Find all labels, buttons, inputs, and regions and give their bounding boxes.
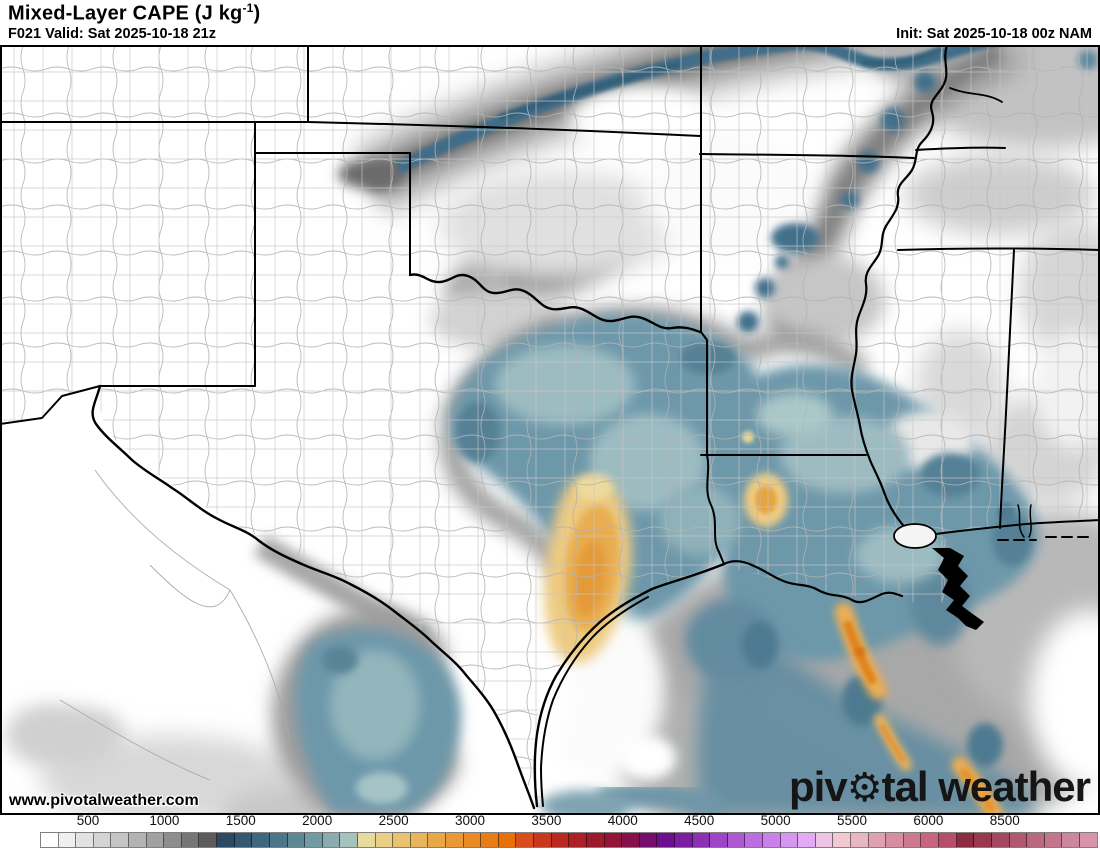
colorbar-segment — [991, 833, 1010, 847]
colorbar-segment — [498, 833, 517, 847]
colorbar-segment — [111, 833, 130, 847]
colorbar-segment — [569, 833, 587, 847]
colorbar-segment — [287, 833, 306, 847]
colorbar-segment — [393, 833, 411, 847]
colorbar-tick-labels: 500 1000 1500 2000 2500 3000 3500 4000 4500 5000 5… — [0, 813, 1100, 831]
watermark-url: www.pivotalweather.com — [9, 792, 199, 809]
colorbar-segment — [322, 833, 341, 847]
colorbar-segment — [604, 833, 623, 847]
colorbar-segment — [657, 833, 675, 847]
colorbar-segment — [956, 833, 975, 847]
colorbar-segment — [1062, 833, 1080, 847]
colorbar-segment — [446, 833, 464, 847]
colorbar-segment — [76, 833, 94, 847]
state-borders-layer — [0, 45, 1100, 810]
map-image — [0, 45, 1100, 815]
colorbar-tick-label: 3000 — [454, 813, 486, 828]
init-time-label: Init: Sat 2025-10-18 00z NAM — [896, 26, 1092, 42]
colorbar-segment — [851, 833, 869, 847]
colorbar-segment — [41, 833, 59, 847]
colorbar-segment — [939, 833, 957, 847]
colorbar-segment — [868, 833, 887, 847]
map-header: Mixed-Layer CAPE (J kg-1) F021 Valid: Sa… — [0, 0, 1100, 45]
colorbar-tick-label: 8500 — [989, 813, 1020, 828]
colorbar-segment — [639, 833, 658, 847]
colorbar-segment — [780, 833, 799, 847]
colorbar-segment — [710, 833, 728, 847]
colorbar-segment — [252, 833, 270, 847]
colorbar-segment — [921, 833, 940, 847]
colorbar — [40, 832, 1098, 848]
colorbar-segment — [410, 833, 429, 847]
colorbar-segment — [1079, 833, 1097, 847]
mexico-state-lines — [59, 469, 291, 781]
colorbar-segment — [305, 833, 323, 847]
colorbar-segment — [586, 833, 605, 847]
colorbar-segment — [375, 833, 394, 847]
colorbar-segment — [974, 833, 992, 847]
colorbar-segment — [1044, 833, 1063, 847]
colorbar-segment — [181, 833, 200, 847]
cape-map-svg — [0, 45, 1100, 815]
colorbar-tick-label: 2000 — [302, 813, 333, 828]
colorbar-segment — [146, 833, 165, 847]
colorbar-segment — [798, 833, 816, 847]
colorbar-segment — [674, 833, 693, 847]
colorbar-tick-label: 2500 — [378, 813, 409, 828]
colorbar-segment — [762, 833, 781, 847]
colorbar-segment — [534, 833, 552, 847]
gear-icon: ⚙ — [846, 766, 883, 810]
colorbar-segment — [886, 833, 904, 847]
valid-time-label: F021 Valid: Sat 2025-10-18 21z — [8, 26, 216, 42]
colorbar-tick-label: 1000 — [149, 813, 180, 828]
colorbar-segment — [551, 833, 570, 847]
colorbar-segment — [234, 833, 253, 847]
colorbar-segment — [58, 833, 77, 847]
colorbar-segment — [1009, 833, 1028, 847]
colorbar-tick-label: 3500 — [531, 813, 562, 828]
page-title: Mixed-Layer CAPE (J kg-1) — [8, 1, 261, 25]
colorbar-tick-label: 5500 — [836, 813, 868, 828]
colorbar-segment — [428, 833, 447, 847]
colorbar-segment — [357, 833, 376, 847]
colorbar-segment — [903, 833, 922, 847]
colorbar-segment — [93, 833, 112, 847]
colorbar-tick-label: 1500 — [225, 813, 256, 828]
colorbar-segment — [622, 833, 640, 847]
colorbar-tick-label: 5000 — [760, 813, 791, 828]
colorbar-segment — [727, 833, 746, 847]
colorbar-segment — [1027, 833, 1045, 847]
colorbar-segment — [745, 833, 763, 847]
colorbar-tick-label: 4500 — [684, 813, 715, 828]
colorbar-segment — [269, 833, 288, 847]
colorbar-segment — [129, 833, 147, 847]
colorbar-segment — [815, 833, 834, 847]
colorbar-tick-label: 500 — [76, 813, 100, 828]
colorbar-segment — [164, 833, 182, 847]
colorbar-segment — [340, 833, 358, 847]
pivotal-weather-logo: piv⚙tal weather — [789, 763, 1091, 811]
colorbar-segment — [199, 833, 218, 847]
colorbar-tick-label: 6000 — [913, 813, 944, 828]
colorbar-segment — [833, 833, 852, 847]
colorbar-segment — [692, 833, 711, 847]
colorbar-tick-label: 4000 — [607, 813, 638, 828]
colorbar-segment — [217, 833, 235, 847]
colorbar-segment — [516, 833, 535, 847]
colorbar-segment — [481, 833, 499, 847]
colorbar-segment — [463, 833, 482, 847]
map-frame — [0, 45, 1100, 815]
